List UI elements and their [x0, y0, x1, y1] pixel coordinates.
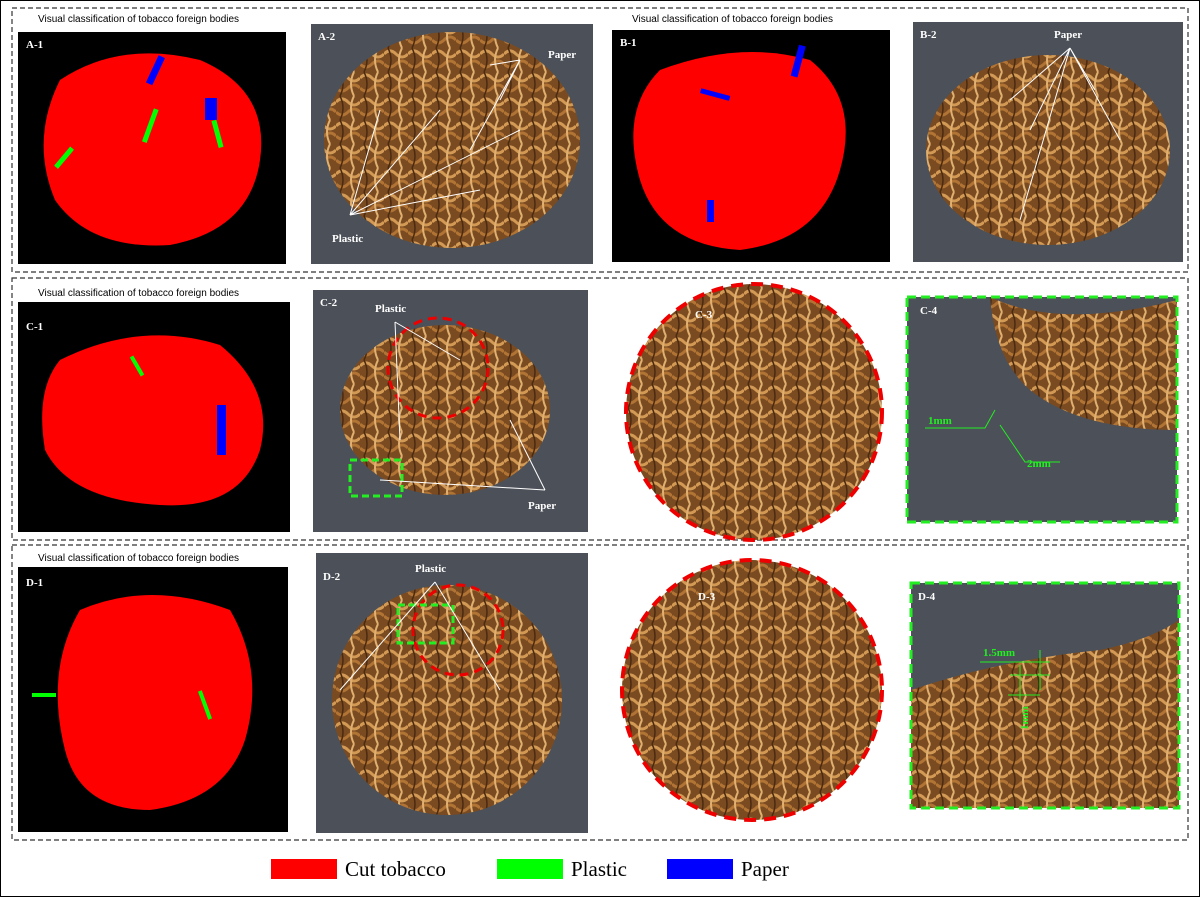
- tobacco-pile: [926, 55, 1170, 245]
- measurement: 1mm: [1019, 706, 1031, 730]
- paper-region: [699, 88, 731, 101]
- tobacco-pile: [340, 325, 550, 495]
- row-box: [11, 277, 1189, 541]
- arrow: [339, 581, 501, 691]
- row-box: [11, 544, 1189, 841]
- measure-line: [980, 650, 1050, 700]
- panel-label: A-1: [26, 39, 43, 51]
- tobacco-region: [57, 595, 253, 810]
- arrow: [1009, 47, 1121, 221]
- paper-region: [707, 200, 714, 222]
- panel-label: D-2: [323, 571, 341, 583]
- paper-region: [217, 405, 226, 455]
- caption: Visual classification of tobacco foreign…: [38, 14, 239, 25]
- measurement: 1mm: [928, 415, 952, 427]
- legend-label: Plastic: [571, 857, 627, 881]
- annotation: Paper: [548, 49, 576, 61]
- panel-label: D-1: [26, 577, 43, 589]
- annotation: Paper: [528, 500, 556, 512]
- tobacco-region: [633, 52, 846, 250]
- panel-label: A-2: [318, 31, 336, 43]
- caption: Visual classification of tobacco foreign…: [632, 14, 833, 25]
- annotation: Plastic: [415, 563, 446, 575]
- tobacco-region: [42, 335, 264, 506]
- annotation: Plastic: [332, 233, 363, 245]
- legend: Cut tobacco Plastic Paper: [271, 857, 789, 881]
- paper-region: [790, 44, 806, 78]
- tobacco-pile: [324, 32, 580, 248]
- legend-swatch: [667, 859, 733, 879]
- plastic-region: [32, 693, 56, 697]
- measurement: 2mm: [1027, 458, 1051, 470]
- caption: Visual classification of tobacco foreign…: [38, 288, 239, 299]
- plastic-region: [197, 690, 213, 720]
- annotation: Plastic: [375, 303, 406, 315]
- tobacco: [990, 297, 1177, 430]
- plastic-region: [129, 355, 145, 377]
- measurement: 1.5mm: [983, 647, 1015, 659]
- zoom-circle: [411, 583, 505, 677]
- panel-label: D-3: [698, 591, 716, 603]
- legend-label: Paper: [741, 857, 789, 881]
- panel-label: C-3: [695, 309, 713, 321]
- panel-label: C-4: [920, 305, 938, 317]
- paper-region: [145, 55, 165, 86]
- panel-label: D-4: [918, 591, 936, 603]
- legend-swatch: [271, 859, 337, 879]
- legend-swatch: [497, 859, 563, 879]
- zoom-photo: [620, 558, 884, 822]
- tobacco: [911, 620, 1179, 808]
- arrow: [349, 59, 521, 216]
- plastic-region: [211, 119, 224, 149]
- caption: Visual classification of tobacco foreign…: [38, 553, 239, 564]
- panel-label: B-1: [620, 37, 637, 49]
- legend-label: Cut tobacco: [345, 857, 446, 881]
- zoom-box: [348, 458, 404, 498]
- zoom-photo: [624, 282, 884, 542]
- paper-region: [205, 98, 217, 120]
- annotation: Paper: [1054, 29, 1082, 41]
- zoom-border: [909, 581, 1181, 810]
- panel-label: C-1: [26, 321, 43, 333]
- plastic-region: [54, 146, 75, 169]
- arrow: [379, 321, 546, 491]
- panel-label: C-2: [320, 297, 338, 309]
- zoom-circle: [386, 316, 490, 420]
- plastic-region: [141, 108, 159, 143]
- measure-line: [925, 409, 1060, 463]
- tobacco-pile: [332, 585, 562, 815]
- panel-label: B-2: [920, 29, 937, 41]
- zoom-border: [905, 295, 1179, 524]
- row-box: [11, 7, 1189, 273]
